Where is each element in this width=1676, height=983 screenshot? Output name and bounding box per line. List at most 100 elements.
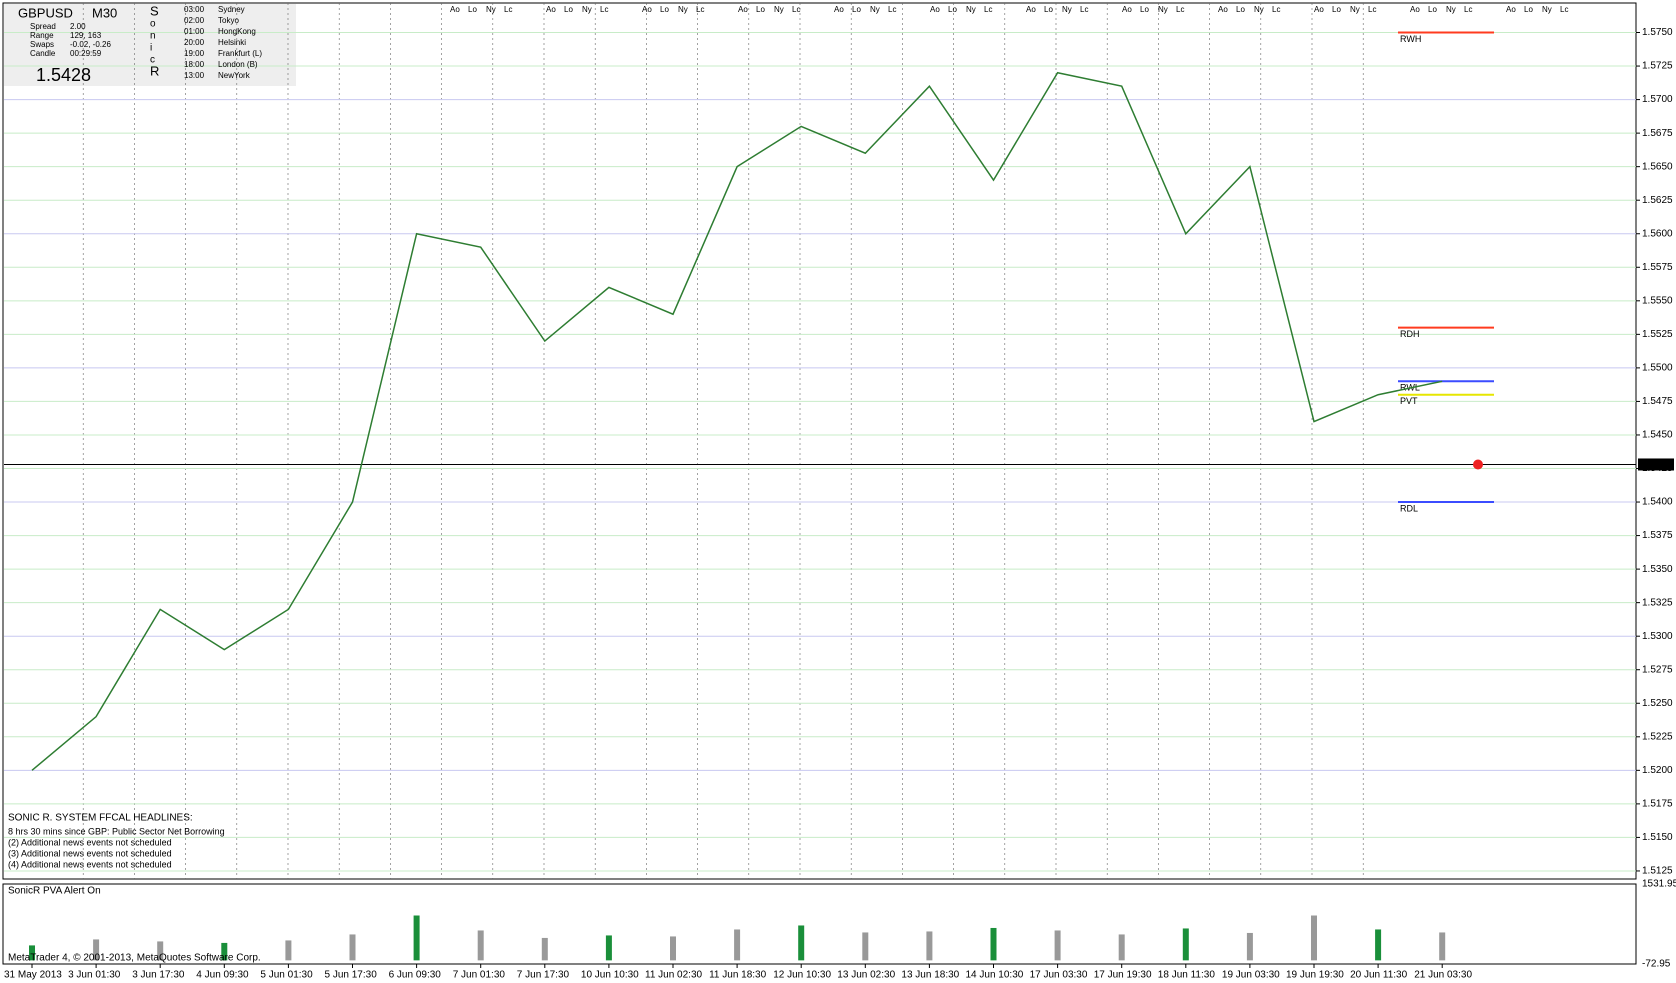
x-tick-label: 7 Jun 01:30: [453, 970, 506, 981]
session-name: Helsinki: [218, 38, 246, 47]
volume-bar: [1182, 928, 1189, 961]
volume-bar: [1118, 934, 1125, 961]
info-value: 129, 163: [70, 31, 102, 40]
info-value: -0.02, -0.26: [70, 40, 111, 49]
session-time: 18:00: [184, 60, 205, 69]
session-time: 20:00: [184, 38, 205, 47]
y-tick-label: 1.5525: [1642, 329, 1673, 340]
session-name: HongKong: [218, 27, 256, 36]
y-tick-label: 1.5675: [1642, 128, 1673, 139]
volume-bar: [1439, 932, 1446, 961]
y-tick-label: 1.5375: [1642, 530, 1673, 541]
session-mark: Ao: [1506, 5, 1516, 14]
headline: (3) Additional news events not scheduled: [8, 848, 172, 858]
brand-letter: S: [150, 3, 159, 18]
x-tick-label: 18 Jun 11:30: [1158, 970, 1216, 981]
x-tick-label: 10 Jun 10:30: [581, 970, 639, 981]
session-mark: Ny: [1350, 5, 1360, 14]
session-mark: Lo: [564, 5, 573, 14]
y-tick-label: 1.5200: [1642, 765, 1673, 776]
y-tick-label: 1.5700: [1642, 94, 1673, 105]
session-mark: Ny: [1254, 5, 1264, 14]
session-mark: Ny: [582, 5, 592, 14]
x-tick-label: 3 Jun 17:30: [132, 970, 185, 981]
session-time: 01:00: [184, 27, 205, 36]
x-tick-label: 5 Jun 17:30: [325, 970, 378, 981]
volume-bar: [349, 934, 356, 961]
info-value: 00:29:59: [70, 49, 102, 58]
x-tick-label: 31 May 2013: [4, 970, 62, 981]
x-tick-label: 19 Jun 19:30: [1286, 970, 1344, 981]
price-line: [31, 71, 1443, 771]
copyright: MetaTrader 4, © 2001-2013, MetaQuotes So…: [8, 953, 261, 964]
session-mark: Ny: [870, 5, 880, 14]
y-tick-label: 1.5225: [1642, 731, 1673, 742]
level-label: PVT: [1400, 396, 1418, 406]
session-mark: Ao: [1218, 5, 1228, 14]
timeframe: M30: [92, 5, 117, 20]
session-mark: Ny: [1062, 5, 1072, 14]
session-time: 13:00: [184, 71, 205, 80]
info-value: 2.00: [70, 22, 86, 31]
session-mark: Ny: [966, 5, 976, 14]
volume-bar: [541, 937, 548, 961]
volume-title: SonicR PVA Alert On: [8, 886, 101, 897]
headline-title: SONIC R. SYSTEM FFCAL HEADLINES:: [8, 813, 193, 824]
level-label: RDL: [1400, 503, 1418, 513]
session-mark: Ny: [1158, 5, 1168, 14]
info-panel: [4, 4, 296, 86]
x-tick-label: 14 Jun 10:30: [966, 970, 1024, 981]
session-time: 03:00: [184, 5, 205, 14]
volume-bar: [1311, 915, 1317, 961]
session-mark: Lo: [1044, 5, 1053, 14]
x-tick-label: 5 Jun 01:30: [260, 970, 313, 981]
session-mark: Ny: [1542, 5, 1552, 14]
session-name: Frankfurt (L): [218, 49, 262, 58]
session-name: Sydney: [218, 5, 245, 14]
brand-letter: i: [150, 43, 152, 54]
current-price-label: 1.5428: [1641, 459, 1672, 470]
volume-bar: [413, 915, 420, 961]
session-mark: Ao: [1410, 5, 1420, 14]
x-tick-label: 3 Jun 01:30: [68, 970, 121, 981]
x-tick-label: 11 Jun 02:30: [645, 970, 703, 981]
x-tick-label: 4 Jun 09:30: [196, 970, 249, 981]
session-mark: Lc: [1368, 5, 1376, 14]
y-tick-label: 1.5175: [1642, 799, 1673, 810]
y-tick-label: 1.5575: [1642, 262, 1673, 273]
volume-bar: [477, 930, 484, 961]
y-tick-label: 1.5325: [1642, 597, 1673, 608]
volume-bar: [605, 935, 612, 961]
session-mark: Lo: [468, 5, 477, 14]
y-tick-label: 1.5600: [1642, 228, 1673, 239]
volume-bar: [157, 941, 164, 961]
x-tick-label: 13 Jun 02:30: [837, 970, 895, 981]
volume-tick-label: 1531.95: [1642, 879, 1676, 890]
x-tick-label: 17 Jun 19:30: [1094, 970, 1152, 981]
session-time: 02:00: [184, 16, 205, 25]
headline: (4) Additional news events not scheduled: [8, 859, 172, 869]
volume-bar: [1375, 929, 1382, 961]
y-tick-label: 1.5150: [1642, 832, 1673, 843]
x-tick-label: 6 Jun 09:30: [389, 970, 442, 981]
x-tick-label: 13 Jun 18:30: [901, 970, 959, 981]
volume-bar: [798, 925, 805, 961]
session-mark: Ao: [738, 5, 748, 14]
session-mark: Lo: [1140, 5, 1149, 14]
session-mark: Ny: [678, 5, 688, 14]
symbol: GBPUSD: [18, 5, 73, 20]
big-price: 1.5428: [36, 65, 91, 85]
session-mark: Lc: [696, 5, 704, 14]
x-tick-label: 7 Jun 17:30: [517, 970, 570, 981]
y-tick-label: 1.5125: [1642, 866, 1673, 877]
session-mark: Ao: [1122, 5, 1132, 14]
y-tick-label: 1.5550: [1642, 295, 1673, 306]
session-mark: Ao: [834, 5, 844, 14]
session-mark: Lo: [1428, 5, 1437, 14]
y-tick-label: 1.5400: [1642, 497, 1673, 508]
brand-letter: R: [150, 63, 159, 78]
level-label: RWH: [1400, 34, 1421, 44]
volume-tick-label: -72.95: [1642, 959, 1671, 970]
session-name: London (B): [218, 60, 258, 69]
